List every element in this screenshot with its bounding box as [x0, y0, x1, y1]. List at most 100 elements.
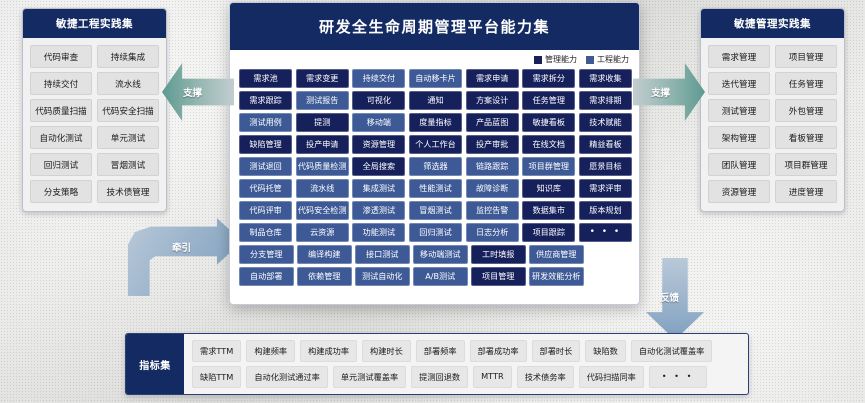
metric-chip[interactable]: 构建频率: [246, 340, 296, 362]
capability-cell[interactable]: 代码质量检测: [295, 157, 349, 176]
practice-chip[interactable]: 流水线: [97, 72, 159, 95]
practice-chip[interactable]: 分支策略: [30, 180, 92, 203]
practice-chip[interactable]: 项目群管理: [775, 153, 837, 176]
capability-cell[interactable]: 需求排期: [578, 91, 632, 110]
capability-cell[interactable]: 供应商管理: [529, 245, 584, 264]
capability-cell[interactable]: 需求变更: [295, 69, 349, 88]
practice-chip[interactable]: 需求管理: [708, 45, 770, 68]
capability-cell[interactable]: 云资源: [295, 223, 349, 242]
capability-cell[interactable]: 敏捷看板: [522, 113, 576, 132]
capability-cell[interactable]: 知识库: [522, 179, 576, 198]
capability-cell[interactable]: 测试退回: [239, 157, 293, 176]
practice-chip[interactable]: 架构管理: [708, 126, 770, 149]
practice-chip[interactable]: 代码审查: [30, 45, 92, 68]
metric-chip[interactable]: 技术债务率: [516, 366, 574, 388]
practice-chip[interactable]: 代码质量扫描: [30, 99, 92, 122]
capability-cell[interactable]: 全局搜索: [352, 157, 406, 176]
metric-chip[interactable]: 自动化测试通过率: [246, 366, 328, 388]
practice-chip[interactable]: 冒烟测试: [97, 153, 159, 176]
practice-chip[interactable]: 进度管理: [775, 180, 837, 203]
capability-cell[interactable]: 需求池: [239, 69, 293, 88]
capability-cell[interactable]: 功能测试: [352, 223, 406, 242]
metric-chip[interactable]: 缺陷数: [585, 340, 626, 362]
capability-cell[interactable]: 代码托管: [239, 179, 293, 198]
capability-cell[interactable]: 愿景目标: [578, 157, 632, 176]
capability-cell[interactable]: 个人工作台: [408, 135, 463, 154]
capability-cell[interactable]: 通知: [408, 91, 463, 110]
practice-chip[interactable]: 任务管理: [775, 72, 837, 95]
capability-cell[interactable]: 依赖管理: [297, 267, 352, 286]
capability-cell[interactable]: 需求收集: [578, 69, 632, 88]
metric-chip[interactable]: 构建时长: [362, 340, 411, 362]
metric-chip[interactable]: MTTR: [473, 366, 512, 388]
capability-cell[interactable]: 制品仓库: [239, 223, 293, 242]
capability-cell[interactable]: 需求拆分: [522, 69, 576, 88]
metric-chip[interactable]: 部署成功率: [469, 340, 527, 362]
capability-cell[interactable]: 回归测试: [408, 223, 463, 242]
practice-chip[interactable]: 回归测试: [30, 153, 92, 176]
practice-chip[interactable]: 技术债管理: [97, 180, 159, 203]
capability-cell[interactable]: 链路跟踪: [465, 157, 519, 176]
metric-chip[interactable]: 缺陷TTM: [192, 366, 242, 388]
capability-cell[interactable]: 缺陷管理: [239, 135, 293, 154]
practice-chip[interactable]: 资源管理: [708, 180, 770, 203]
practice-chip[interactable]: 迭代管理: [708, 72, 770, 95]
capability-cell[interactable]: 需求申请: [465, 69, 519, 88]
capability-cell[interactable]: 资源管理: [352, 135, 406, 154]
capability-cell[interactable]: 测试自动化: [355, 267, 410, 286]
capability-cell[interactable]: 项目跟踪: [522, 223, 576, 242]
more-metrics-chip[interactable]: • • •: [648, 366, 707, 388]
capability-cell[interactable]: 研发效能分析: [529, 267, 584, 286]
capability-cell[interactable]: 工时填报: [471, 245, 526, 264]
metric-chip[interactable]: 代码扫描同率: [578, 366, 644, 388]
capability-cell[interactable]: 编译构建: [297, 245, 352, 264]
capability-cell[interactable]: 测试报告: [295, 91, 349, 110]
capability-cell[interactable]: 冒烟测试: [408, 201, 463, 220]
capability-cell[interactable]: 在线文档: [522, 135, 576, 154]
capability-cell[interactable]: 持续交付: [352, 69, 406, 88]
capability-cell[interactable]: 需求跟踪: [239, 91, 293, 110]
practice-chip[interactable]: 持续交付: [30, 72, 92, 95]
capability-cell[interactable]: 可视化: [352, 91, 406, 110]
more-capabilities-cell[interactable]: • • •: [578, 223, 632, 242]
metric-chip[interactable]: 自动化测试覆盖率: [630, 340, 713, 362]
practice-chip[interactable]: 自动化测试: [30, 126, 92, 149]
practice-chip[interactable]: 测试管理: [708, 99, 770, 122]
capability-cell[interactable]: 项目管理: [471, 267, 526, 286]
capability-cell[interactable]: 测试用例: [239, 113, 293, 132]
capability-cell[interactable]: 日志分析: [465, 223, 519, 242]
capability-cell[interactable]: 筛选器: [408, 157, 463, 176]
practice-chip[interactable]: 外包管理: [775, 99, 837, 122]
capability-cell[interactable]: 流水线: [295, 179, 349, 198]
capability-cell[interactable]: 需求评审: [578, 179, 632, 198]
practice-chip[interactable]: 看板管理: [775, 126, 837, 149]
capability-cell[interactable]: 提测: [295, 113, 349, 132]
capability-cell[interactable]: 代码安全检测: [295, 201, 349, 220]
capability-cell[interactable]: 自动移卡片: [408, 69, 463, 88]
capability-cell[interactable]: 版本规划: [578, 201, 632, 220]
capability-cell[interactable]: 项目群管理: [522, 157, 576, 176]
metric-chip[interactable]: 需求TTM: [192, 340, 242, 362]
capability-cell[interactable]: 故障诊断: [465, 179, 519, 198]
practice-chip[interactable]: 持续集成: [97, 45, 159, 68]
capability-cell[interactable]: 分支管理: [239, 245, 294, 264]
capability-cell[interactable]: 投产申请: [295, 135, 349, 154]
capability-cell[interactable]: 代码评审: [239, 201, 293, 220]
capability-cell[interactable]: 渗透测试: [352, 201, 406, 220]
capability-cell[interactable]: 技术赋能: [578, 113, 632, 132]
capability-cell[interactable]: 精益看板: [578, 135, 632, 154]
metric-chip[interactable]: 部署时长: [531, 340, 581, 362]
capability-cell[interactable]: 移动端测试: [413, 245, 468, 264]
practice-chip[interactable]: 项目管理: [775, 45, 837, 68]
capability-cell[interactable]: 度量指标: [408, 113, 463, 132]
capability-cell[interactable]: 集成测试: [352, 179, 406, 198]
metric-chip[interactable]: 构建成功率: [300, 340, 358, 362]
capability-cell[interactable]: 任务管理: [522, 91, 576, 110]
capability-cell[interactable]: 自动部署: [239, 267, 294, 286]
capability-cell[interactable]: 数据集市: [522, 201, 576, 220]
capability-cell[interactable]: 方案设计: [465, 91, 519, 110]
metric-chip[interactable]: 部署频率: [415, 340, 465, 362]
metric-chip[interactable]: 单元测试覆盖率: [332, 366, 407, 388]
capability-cell[interactable]: 性能测试: [408, 179, 463, 198]
capability-cell[interactable]: A/B测试: [413, 267, 468, 286]
